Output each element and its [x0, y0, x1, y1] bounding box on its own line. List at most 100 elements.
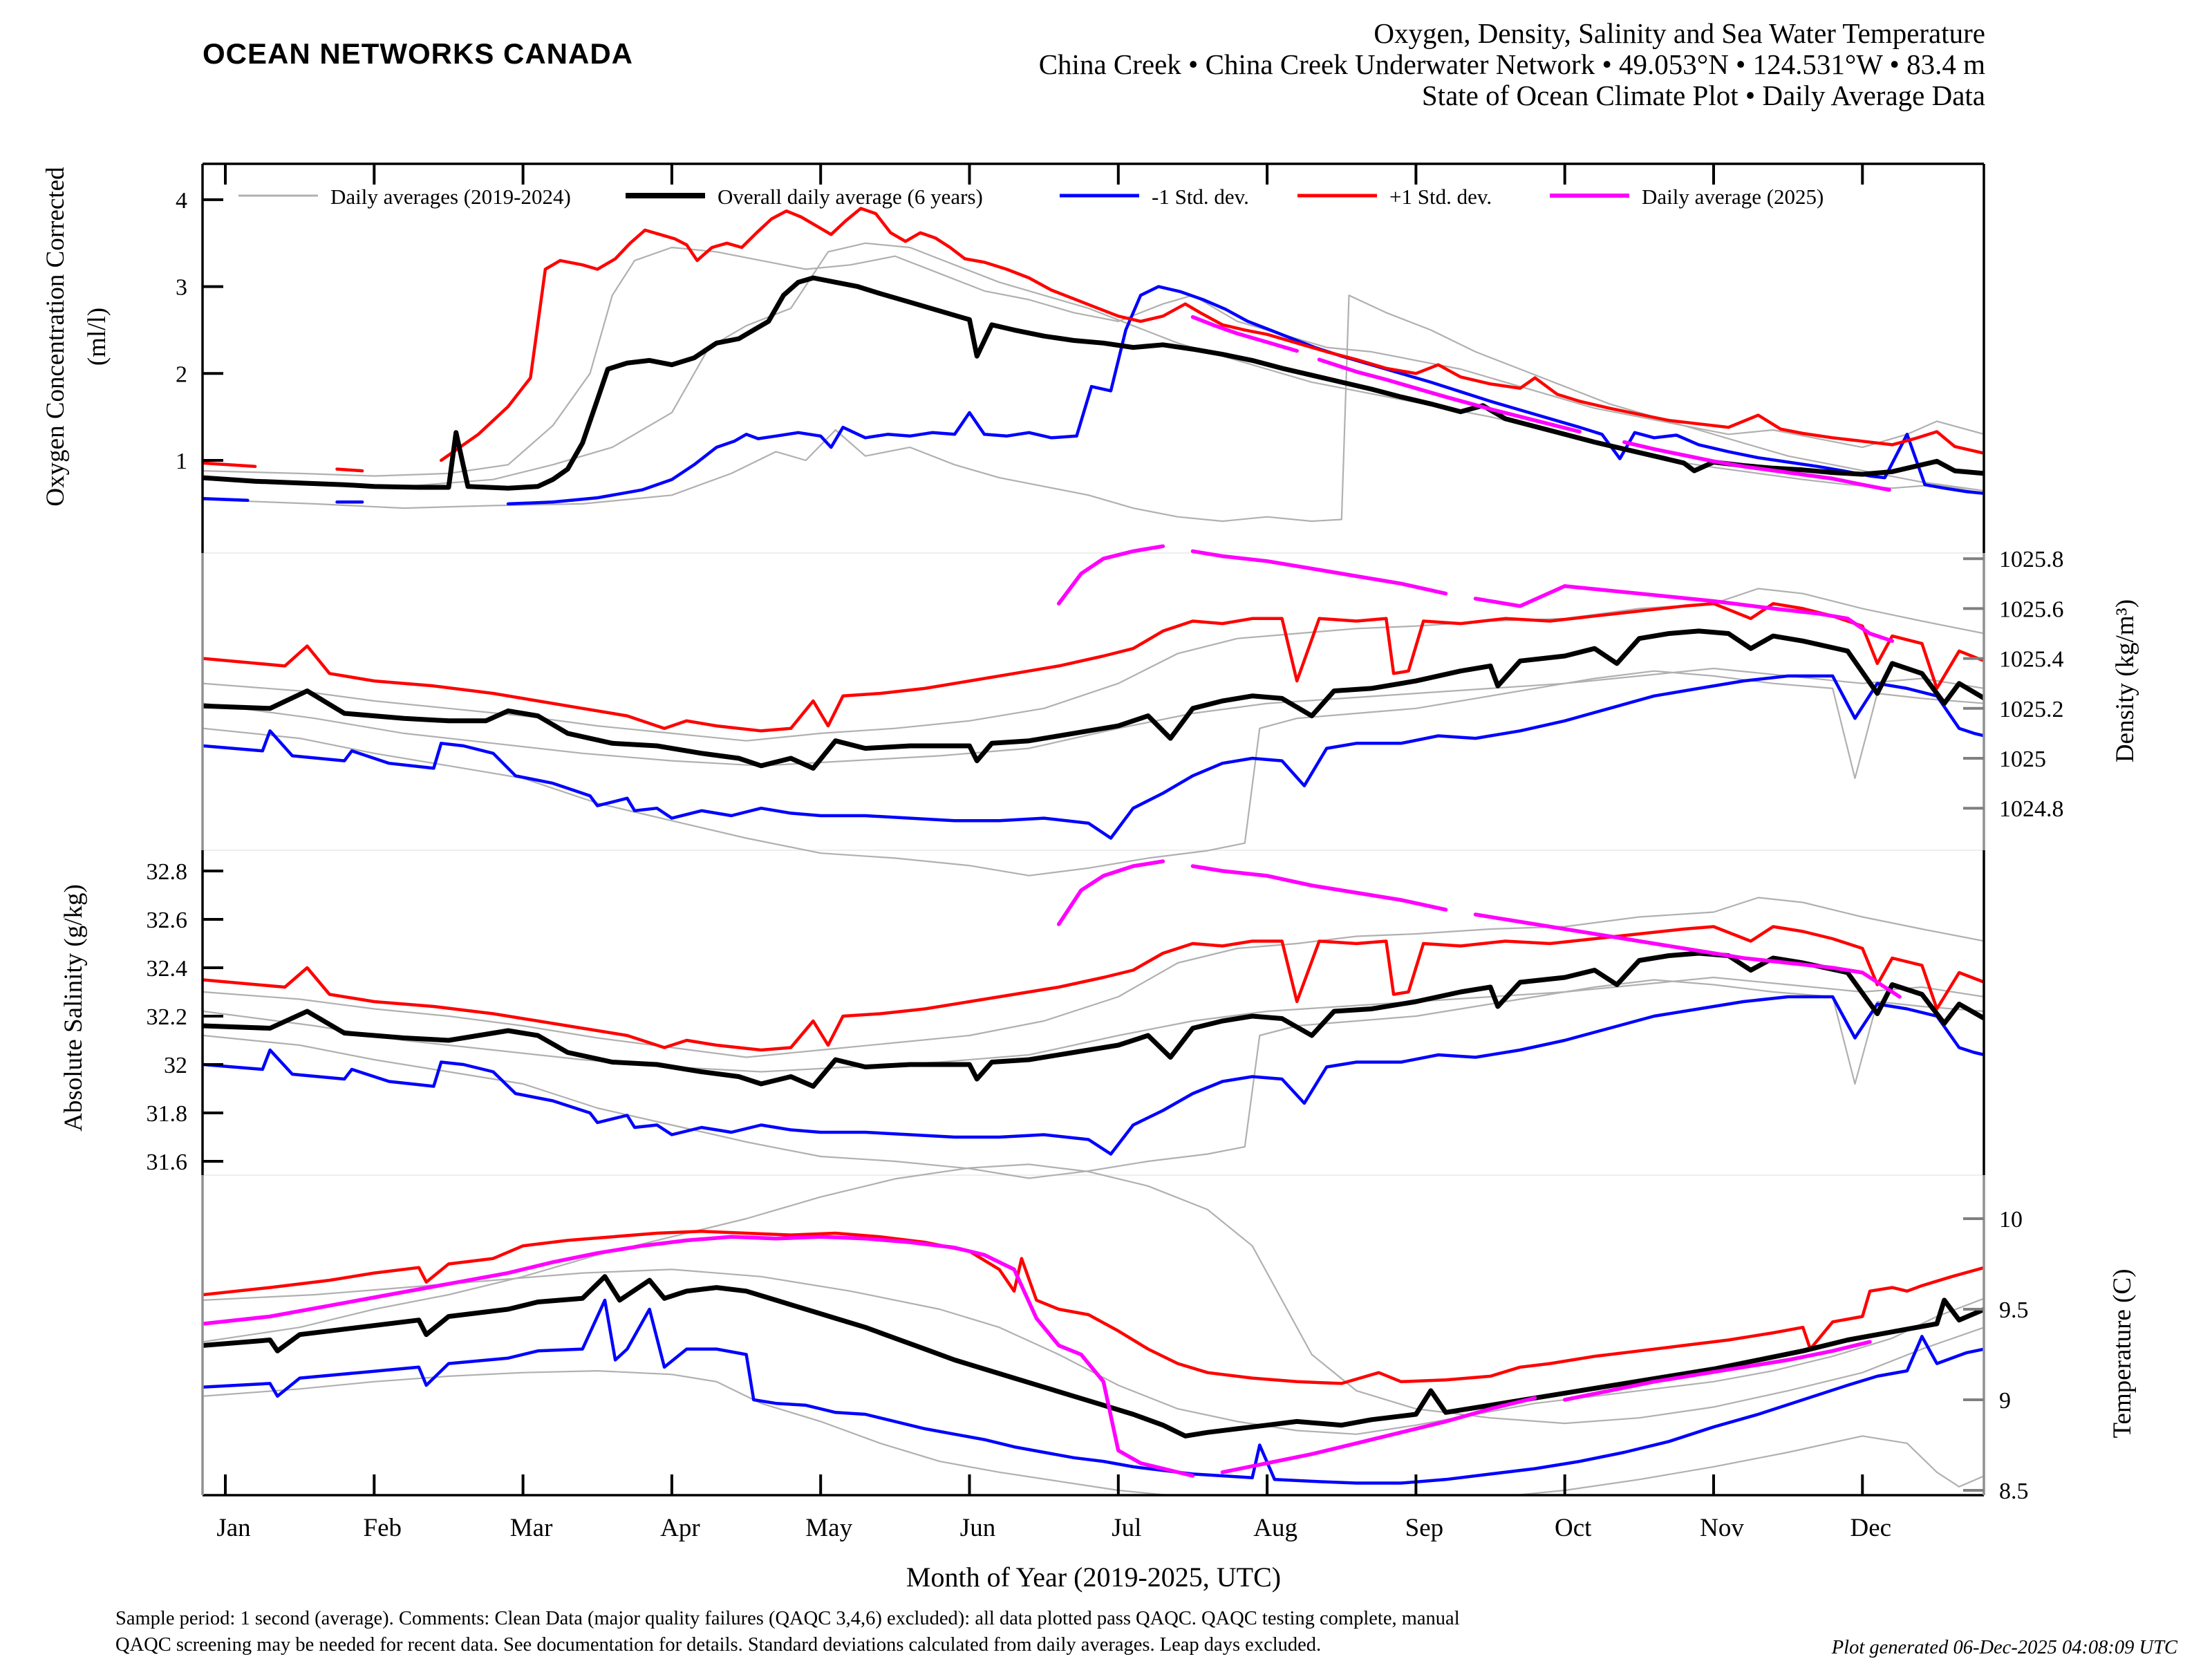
density-axis-label: Density (kg/m³): [2111, 599, 2139, 762]
footer-comments-line2: QAQC screening may be needed for recent …: [115, 1634, 1321, 1656]
salinity-tick-label: 32.4: [147, 956, 188, 982]
salinity-curves: [203, 859, 1983, 1179]
temperature-tick-label: 8.5: [1999, 1479, 2029, 1504]
density-current-year-line: [1190, 549, 1448, 596]
month-label-apr: Apr: [660, 1514, 700, 1542]
temperature-year-line-2: [203, 1268, 1983, 1435]
onc-logo: OCEAN NETWORKS CANADA: [203, 37, 633, 70]
salinity-mean-line: [203, 950, 1983, 1089]
salinity-current-year-line: [1056, 859, 1165, 926]
panel-separators: [203, 552, 1984, 1176]
temperature-mean-line: [203, 1274, 1983, 1438]
oxygen-year-line-1: [203, 294, 1983, 523]
header: OCEAN NETWORKS CANADA Oxygen, Density, Sa…: [203, 17, 1985, 111]
legend-item-mean: Overall daily average (6 years): [626, 185, 983, 209]
month-label-may: May: [805, 1514, 852, 1542]
oxygen-tick-label: 3: [176, 275, 187, 301]
oxygen-minus-std-line: [203, 497, 250, 503]
temperature-curves: [203, 1163, 1983, 1494]
salinity-tick-label: 31.6: [147, 1150, 188, 1175]
footer: Sample period: 1 second (average). Comme…: [115, 1608, 2178, 1658]
density-tick-label: 1025.8: [1999, 547, 2064, 572]
density-tick-label: 1024.8: [1999, 796, 2064, 822]
salinity-tick-label: 31.8: [147, 1101, 188, 1127]
salinity-year-line-1: [203, 979, 1983, 1179]
oxygen-plus-std-line: [335, 467, 364, 473]
curves-layer: [203, 207, 1983, 1494]
plot-title-line1: Oxygen, Density, Salinity and Sea Water …: [1374, 17, 1985, 49]
density-year-line-2: [203, 667, 1983, 767]
oxygen-tick-label: 1: [176, 449, 187, 474]
oxygen-y-axis: 1 2 3 4 Oxygen Concentration Corrected (ml/l): [41, 167, 223, 507]
oxygen-current-year-line: [1317, 357, 1582, 434]
density-tick-label: 1025.6: [1999, 597, 2064, 622]
salinity-tick-label: 32.8: [147, 859, 188, 885]
salinity-minus-std-line: [203, 995, 1983, 1156]
legend-item-plus_std: +1 Std. dev.: [1297, 185, 1492, 209]
x-axis-title: Month of Year (2019-2025, UTC): [906, 1562, 1281, 1593]
salinity-tick-label: 32.2: [147, 1004, 188, 1030]
oxygen-tick-label: 4: [176, 188, 187, 214]
density-current-year-line: [1562, 584, 1895, 644]
temperature-axis-label: Temperature (C): [2108, 1269, 2137, 1438]
month-label-aug: Aug: [1253, 1514, 1297, 1542]
density-current-year-line: [1473, 584, 1567, 608]
oxygen-current-year-line: [1622, 440, 1891, 492]
density-mean-line: [203, 628, 1983, 771]
temperature-y-axis: 8.5 9 9.5 10 Temperature (C): [1963, 1207, 2137, 1504]
salinity-tick-label: 32.6: [147, 908, 188, 933]
salinity-current-year-line: [1190, 864, 1448, 912]
density-y-axis: 1024.8 1025 1025.2 1025.4 1025.6 1025.8 Densit…: [1963, 547, 2139, 822]
temperature-current-year-line: [203, 1235, 1195, 1478]
footer-comments-line1: Sample period: 1 second (average). Comme…: [115, 1608, 1460, 1629]
month-label-mar: Mar: [510, 1514, 553, 1542]
month-label-jan: Jan: [216, 1514, 250, 1542]
salinity-tick-label: 32: [164, 1053, 187, 1078]
density-tick-label: 1025.2: [1999, 697, 2064, 722]
legend-label-minus_std: -1 Std. dev.: [1152, 185, 1249, 209]
temperature-tick-label: 10: [1999, 1207, 2023, 1232]
month-label-feb: Feb: [364, 1514, 402, 1542]
oxygen-tick-label: 2: [176, 362, 187, 387]
plot-title-line3: State of Ocean Climate Plot • Daily Aver…: [1422, 79, 1985, 111]
density-plus-std-line: [203, 601, 1983, 733]
month-label-jun: Jun: [960, 1514, 995, 1542]
oxygen-axis-label: Oxygen Concentration Corrected: [41, 167, 70, 507]
legend-label-plus_std: +1 Std. dev.: [1389, 185, 1492, 209]
legend-item-years: Daily averages (2019-2024): [238, 185, 571, 209]
salinity-y-axis: 31.6 31.8 32 32.2 32.4 32.6 32.8 Absolute Salin…: [59, 859, 223, 1175]
plot-frame: [201, 162, 1985, 1497]
density-curves: [203, 544, 1983, 877]
plot-generated-timestamp: Plot generated 06-Dec-2025 04:08:09 UTC: [1831, 1637, 2178, 1658]
temperature-minus-std-line: [203, 1298, 1983, 1485]
month-label-oct: Oct: [1555, 1514, 1592, 1542]
oxygen-axis-label-units: (ml/l): [83, 308, 111, 366]
density-tick-label: 1025: [1999, 747, 2046, 772]
salinity-plus-std-line: [203, 925, 1983, 1052]
month-label-nov: Nov: [1700, 1514, 1744, 1542]
legend-item-current: Daily average (2025): [1550, 185, 1824, 209]
temperature-current-year-line: [1220, 1396, 1537, 1474]
temperature-current-year-line: [1562, 1340, 1872, 1402]
month-label-dec: Dec: [1850, 1514, 1892, 1542]
month-label-sep: Sep: [1405, 1514, 1444, 1542]
temperature-tick-label: 9: [1999, 1388, 2011, 1414]
temperature-tick-label: 9.5: [1999, 1297, 2029, 1323]
oxygen-plus-std-line: [439, 207, 1983, 462]
oxygen-mean-line: [203, 275, 1983, 491]
oxygen-current-year-line: [1190, 315, 1299, 353]
oxygen-year-line-2: [203, 242, 1983, 494]
density-minus-std-line: [203, 674, 1983, 840]
legend-label-current: Daily average (2025): [1642, 185, 1824, 209]
oxygen-curves: [203, 207, 1983, 523]
salinity-current-year-line: [1473, 912, 1902, 999]
legend-label-years: Daily averages (2019-2024): [330, 185, 571, 209]
salinity-year-line-2: [203, 976, 1983, 1073]
oxygen-minus-std-line: [506, 285, 1983, 506]
density-current-year-line: [1056, 544, 1165, 606]
density-tick-label: 1025.4: [1999, 647, 2064, 673]
x-axis: Jan Feb Mar Apr May Jun Jul Aug Sep Oct Nov Dec Mont…: [216, 164, 1891, 1593]
